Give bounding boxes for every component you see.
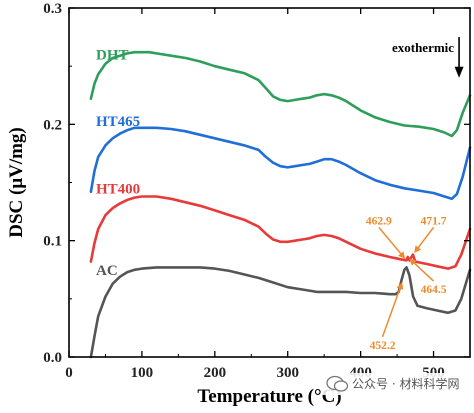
annotation-arrow-head — [398, 251, 406, 259]
series-label-ac: AC — [96, 263, 118, 279]
y-tick-label: 0.3 — [43, 1, 62, 17]
annotation-label: 464.5 — [421, 284, 447, 296]
series-label-ht400: HT400 — [96, 181, 140, 197]
exothermic-indicator: exothermic — [392, 37, 464, 78]
annotation-arrow — [378, 226, 403, 256]
watermark-text: 公众号 · 材料科学网 — [352, 376, 459, 391]
annotation-arrow — [416, 226, 435, 250]
series-layer — [89, 50, 472, 359]
y-tick-label: 0.2 — [43, 117, 62, 133]
x-tick-label: 100 — [131, 365, 154, 381]
series-label-layer: DHT HT465 HT400 AC — [96, 48, 140, 279]
series-line-dht — [89, 50, 472, 138]
annotation-arrow-head — [414, 245, 422, 254]
watermark-graphic: 公众号 · 材料科学网 — [326, 375, 459, 392]
x-tick-label: 0 — [65, 365, 73, 381]
series-label-ht465: HT465 — [96, 114, 140, 130]
y-axis-title: DSC (μV/mg) — [6, 127, 27, 238]
annotation-arrow — [381, 286, 402, 338]
exothermic-arrow-head — [454, 66, 464, 78]
series-line-ht400 — [89, 195, 472, 270]
watermark: 公众号 · 材料科学网 — [322, 373, 472, 395]
exothermic-label: exothermic — [392, 40, 454, 55]
series-line-ht465 — [89, 126, 472, 201]
y-axis-ticks: 0.0 0.1 0.2 0.3 — [43, 1, 470, 366]
series-line-ac — [89, 266, 472, 359]
series-label-dht: DHT — [96, 48, 129, 64]
annotation-layer: 462.9 471.7 464.5 452.2 — [366, 215, 447, 351]
y-tick-label: 0.1 — [43, 234, 62, 250]
wechat-icon — [326, 375, 349, 392]
annotation-label: 462.9 — [366, 215, 392, 227]
x-tick-label: 300 — [276, 365, 299, 381]
annotation-label: 471.7 — [421, 215, 447, 227]
x-tick-label: 200 — [204, 365, 227, 381]
annotation-arrow — [412, 261, 435, 282]
x-axis-title: Temperature (°C) — [197, 386, 341, 407]
annotation-arrow-head — [409, 258, 417, 266]
annotation-arrow-head — [396, 282, 404, 290]
y-tick-label: 0.0 — [43, 350, 62, 366]
axis-layer: 0100200300400500 0.00.10.20.3 Temperatur… — [6, 1, 471, 407]
annotation-label: 452.2 — [370, 340, 396, 352]
